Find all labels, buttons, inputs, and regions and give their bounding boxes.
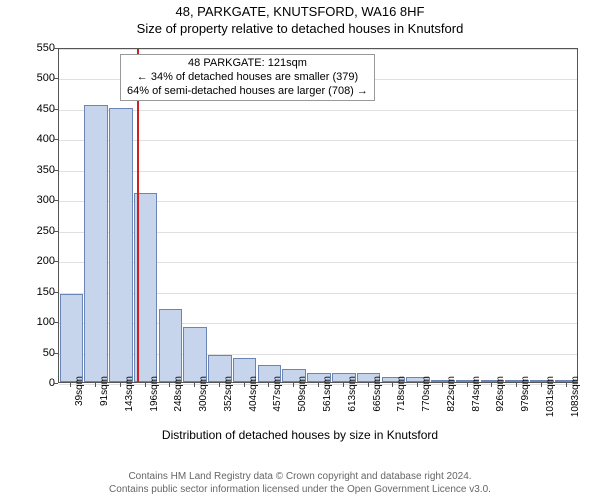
y-tick-mark bbox=[54, 139, 58, 140]
histogram-bar bbox=[159, 309, 183, 382]
x-tick-mark bbox=[516, 383, 517, 387]
footer-line-2: Contains public sector information licen… bbox=[0, 483, 600, 496]
x-tick-label: 457sqm bbox=[272, 376, 283, 426]
y-tick-mark bbox=[54, 353, 58, 354]
y-tick-label: 0 bbox=[15, 377, 55, 389]
x-tick-mark bbox=[442, 383, 443, 387]
y-tick-label: 450 bbox=[15, 103, 55, 115]
y-tick-label: 400 bbox=[15, 133, 55, 145]
x-tick-mark bbox=[541, 383, 542, 387]
x-tick-label: 561sqm bbox=[322, 376, 333, 426]
x-tick-label: 143sqm bbox=[124, 376, 135, 426]
title-line-1: 48, PARKGATE, KNUTSFORD, WA16 8HF bbox=[0, 4, 600, 19]
x-tick-mark bbox=[169, 383, 170, 387]
y-tick-label: 100 bbox=[15, 316, 55, 328]
y-tick-mark bbox=[54, 109, 58, 110]
x-tick-mark bbox=[392, 383, 393, 387]
y-tick-mark bbox=[54, 200, 58, 201]
y-tick-mark bbox=[54, 383, 58, 384]
chart-container: Number of detached properties 0501001502… bbox=[0, 40, 600, 435]
x-tick-label: 509sqm bbox=[297, 376, 308, 426]
x-tick-label: 926sqm bbox=[495, 376, 506, 426]
x-tick-mark bbox=[566, 383, 567, 387]
title-line-2: Size of property relative to detached ho… bbox=[0, 21, 600, 36]
x-tick-label: 822sqm bbox=[446, 376, 457, 426]
x-tick-label: 1083sqm bbox=[570, 376, 581, 426]
x-tick-label: 248sqm bbox=[173, 376, 184, 426]
x-tick-label: 770sqm bbox=[421, 376, 432, 426]
annotation-line-3: 64% of semi-detached houses are larger (… bbox=[127, 85, 368, 99]
y-tick-label: 350 bbox=[15, 164, 55, 176]
y-tick-mark bbox=[54, 78, 58, 79]
x-tick-mark bbox=[194, 383, 195, 387]
y-tick-label: 50 bbox=[15, 347, 55, 359]
y-tick-mark bbox=[54, 292, 58, 293]
x-tick-label: 613sqm bbox=[347, 376, 358, 426]
x-tick-label: 91sqm bbox=[99, 376, 110, 426]
x-tick-mark bbox=[293, 383, 294, 387]
x-tick-mark bbox=[145, 383, 146, 387]
chart-title-block: 48, PARKGATE, KNUTSFORD, WA16 8HF Size o… bbox=[0, 0, 600, 36]
x-tick-mark bbox=[368, 383, 369, 387]
annotation-line-1: 48 PARKGATE: 121sqm bbox=[127, 57, 368, 71]
y-tick-label: 200 bbox=[15, 255, 55, 267]
y-tick-mark bbox=[54, 48, 58, 49]
y-tick-mark bbox=[54, 322, 58, 323]
y-tick-label: 550 bbox=[15, 42, 55, 54]
x-tick-label: 718sqm bbox=[396, 376, 407, 426]
footer-line-1: Contains HM Land Registry data © Crown c… bbox=[0, 470, 600, 483]
x-tick-label: 404sqm bbox=[248, 376, 259, 426]
x-axis-label: Distribution of detached houses by size … bbox=[0, 428, 600, 442]
x-tick-label: 979sqm bbox=[520, 376, 531, 426]
y-tick-mark bbox=[54, 170, 58, 171]
x-tick-label: 1031sqm bbox=[545, 376, 556, 426]
x-tick-mark bbox=[467, 383, 468, 387]
y-tick-mark bbox=[54, 231, 58, 232]
x-tick-mark bbox=[318, 383, 319, 387]
x-tick-mark bbox=[120, 383, 121, 387]
y-tick-label: 500 bbox=[15, 72, 55, 84]
x-tick-mark bbox=[417, 383, 418, 387]
x-tick-mark bbox=[491, 383, 492, 387]
y-tick-label: 300 bbox=[15, 194, 55, 206]
x-tick-label: 352sqm bbox=[223, 376, 234, 426]
x-tick-mark bbox=[343, 383, 344, 387]
histogram-bar bbox=[84, 105, 108, 382]
x-tick-label: 300sqm bbox=[198, 376, 209, 426]
y-tick-label: 250 bbox=[15, 225, 55, 237]
x-tick-mark bbox=[95, 383, 96, 387]
x-tick-mark bbox=[219, 383, 220, 387]
x-tick-mark bbox=[268, 383, 269, 387]
x-tick-label: 874sqm bbox=[471, 376, 482, 426]
x-tick-label: 196sqm bbox=[149, 376, 160, 426]
annotation-box: 48 PARKGATE: 121sqm ← 34% of detached ho… bbox=[120, 54, 375, 101]
y-tick-label: 150 bbox=[15, 286, 55, 298]
x-tick-label: 665sqm bbox=[372, 376, 383, 426]
y-tick-mark bbox=[54, 261, 58, 262]
x-tick-mark bbox=[244, 383, 245, 387]
x-tick-label: 39sqm bbox=[74, 376, 85, 426]
histogram-bar bbox=[183, 327, 207, 382]
histogram-bar bbox=[109, 108, 133, 382]
histogram-bar bbox=[60, 294, 84, 382]
x-tick-mark bbox=[70, 383, 71, 387]
footer-attribution: Contains HM Land Registry data © Crown c… bbox=[0, 470, 600, 496]
annotation-line-2: ← 34% of detached houses are smaller (37… bbox=[127, 71, 368, 85]
